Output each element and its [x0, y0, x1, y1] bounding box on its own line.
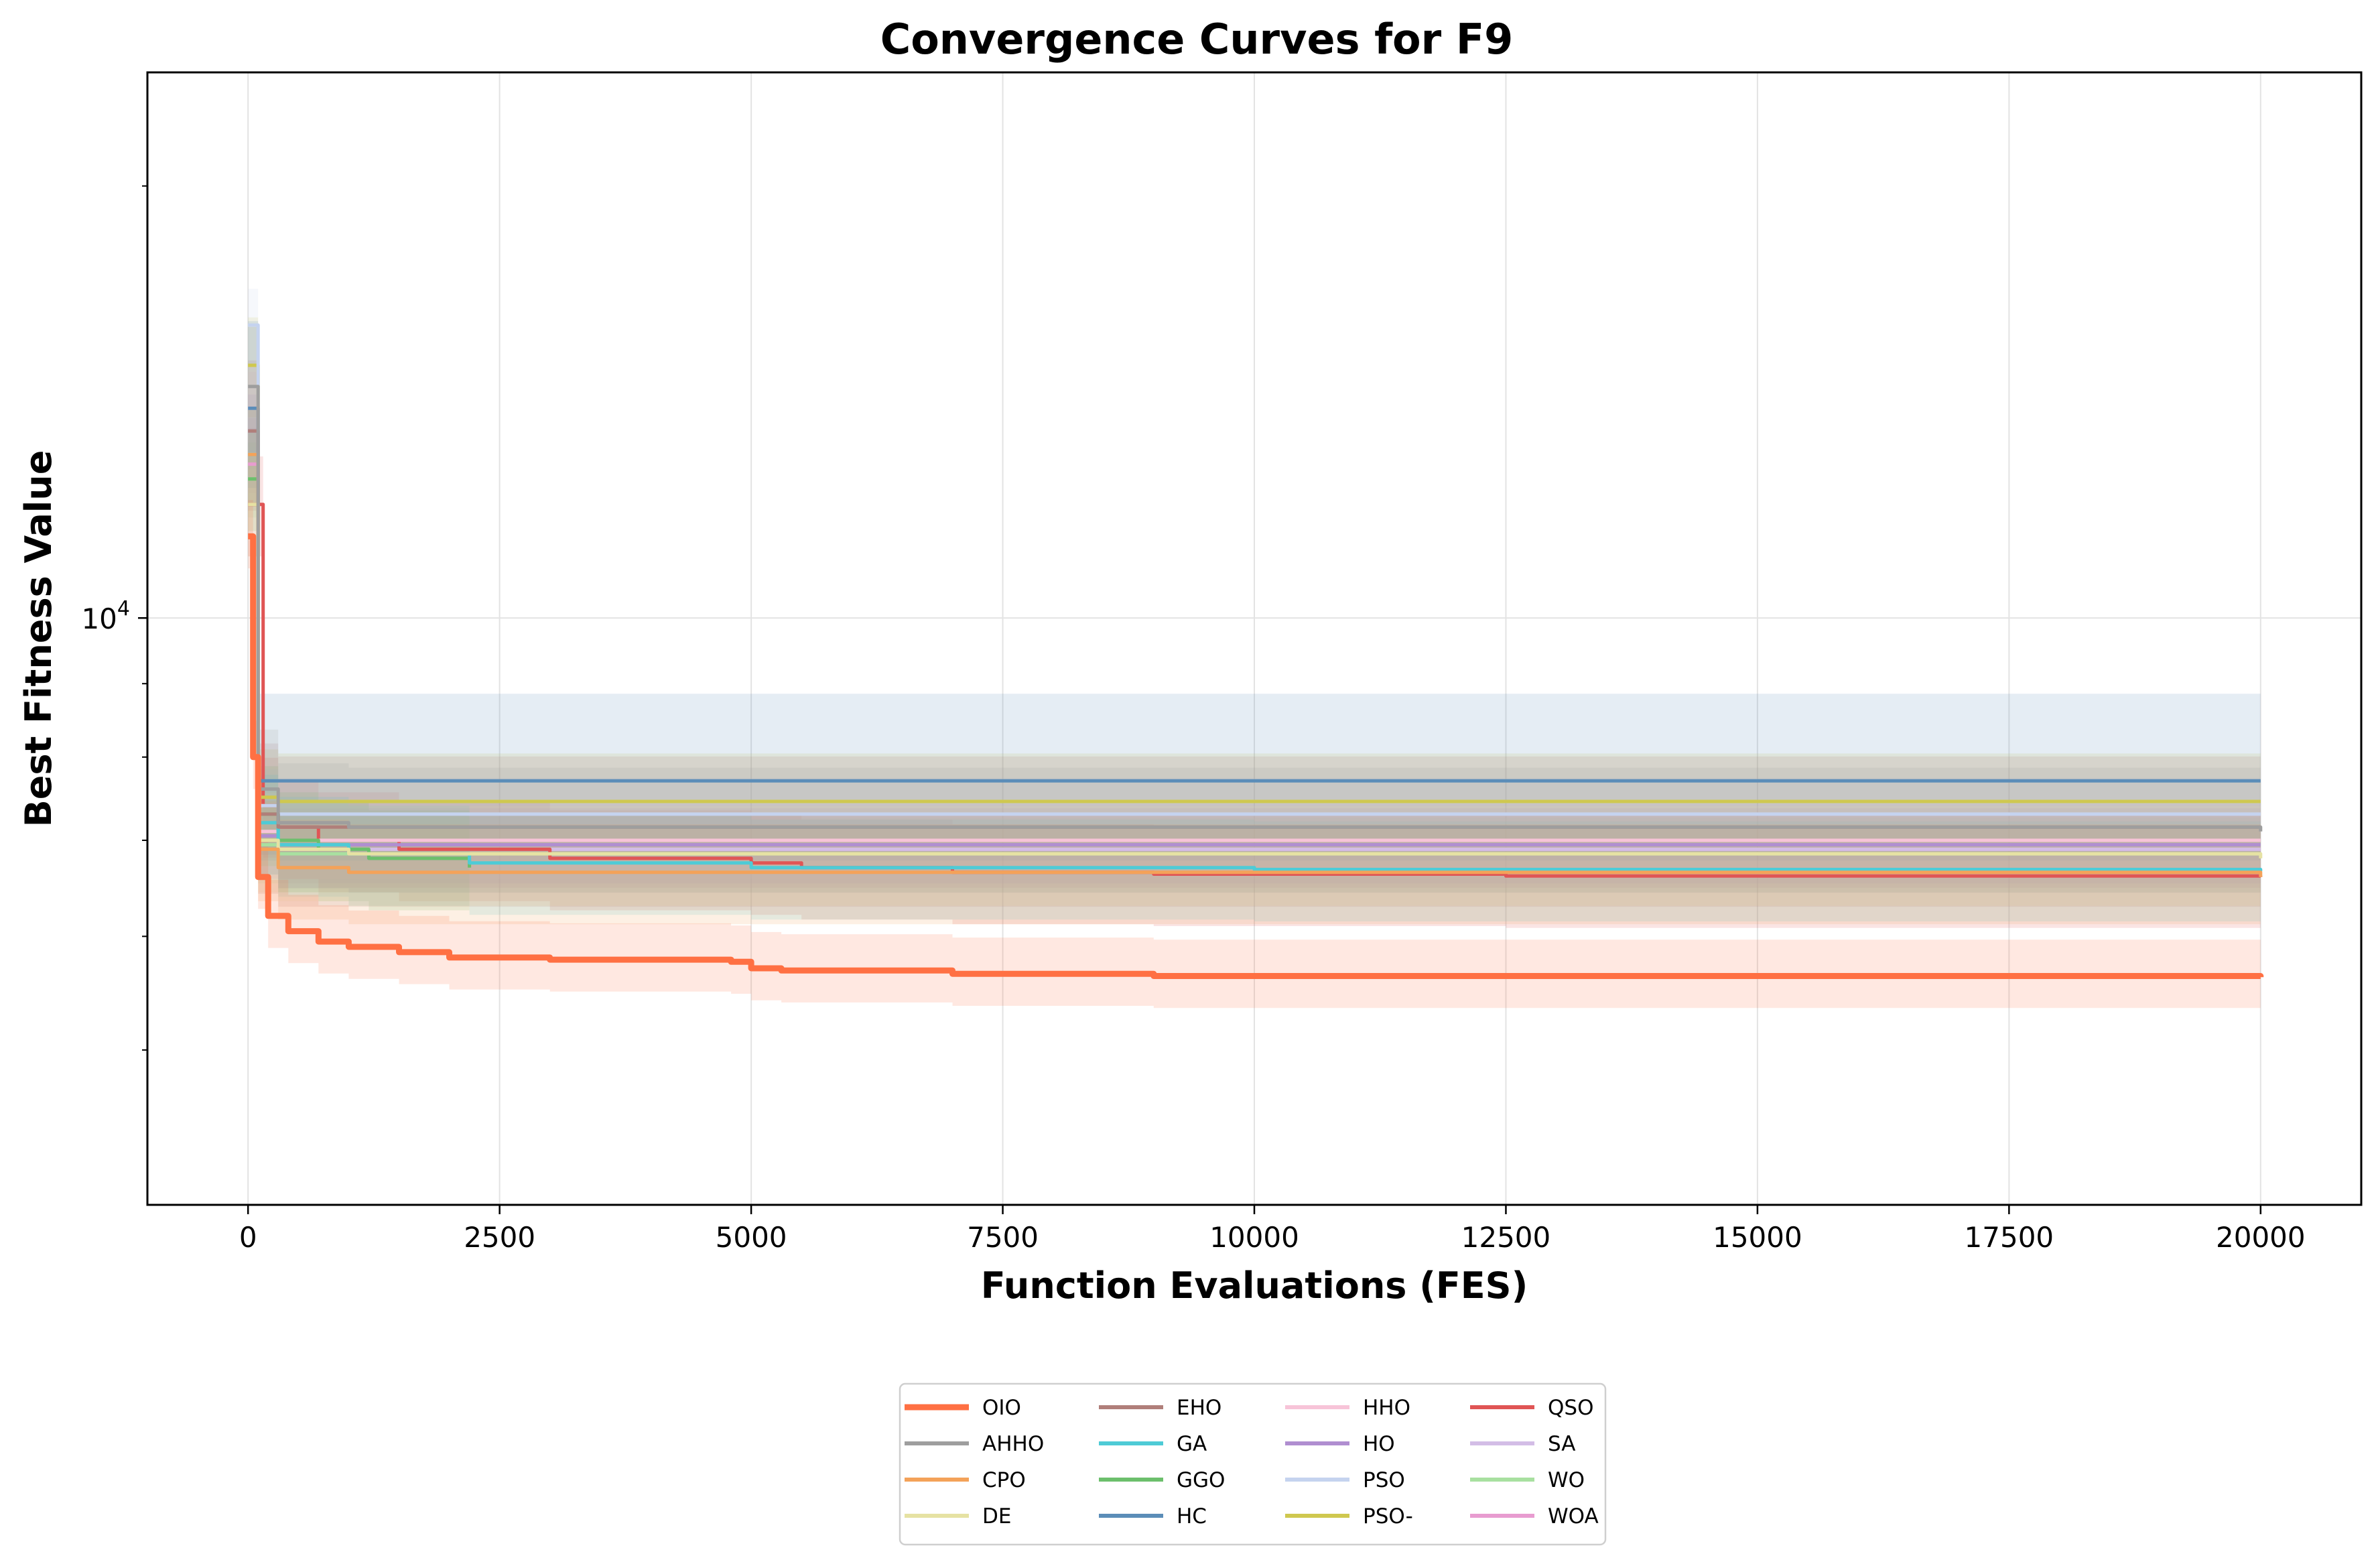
series-band [248, 456, 2261, 911]
legend-label: OIO [982, 1396, 1021, 1420]
series-band [248, 288, 2261, 853]
legend-label: SA [1548, 1432, 1575, 1456]
legend-label: PSO- [1363, 1504, 1413, 1529]
y-axis: 104 [81, 185, 147, 1051]
x-tick-label: 17500 [1965, 1221, 2054, 1254]
legend-label: HHO [1363, 1396, 1410, 1420]
legend-label: GGO [1177, 1468, 1225, 1492]
legend-label: AHHO [982, 1432, 1044, 1456]
legend-label: HC [1177, 1504, 1207, 1529]
legend-label: GA [1177, 1432, 1207, 1456]
x-tick-label: 10000 [1209, 1221, 1299, 1254]
legend-label: DE [982, 1504, 1011, 1529]
series-band [248, 360, 2261, 907]
series-band [248, 456, 2261, 929]
legend-label: PSO [1363, 1468, 1405, 1492]
x-tick-label: 0 [239, 1221, 257, 1254]
x-tick-label: 5000 [716, 1221, 787, 1254]
plot-area [147, 72, 2361, 1205]
x-tick-label: 7500 [967, 1221, 1039, 1254]
x-tick-label: 15000 [1713, 1221, 1802, 1254]
series-band [248, 442, 2261, 893]
x-tick-label: 20000 [2216, 1221, 2306, 1254]
series-line [248, 323, 2261, 816]
legend-label: EHO [1177, 1396, 1221, 1420]
y-tick-label: 104 [81, 597, 130, 635]
x-tick-label: 12500 [1461, 1221, 1551, 1254]
y-axis-label: Best Fitness Value [17, 450, 60, 828]
legend-box [899, 1382, 1607, 1546]
series-band [248, 321, 2261, 861]
x-tick-label: 2500 [464, 1221, 535, 1254]
x-axis-label: Function Evaluations (FES) [981, 1264, 1528, 1307]
legend-label: WOA [1548, 1504, 1599, 1529]
legend-label: CPO [982, 1468, 1026, 1492]
series-line [248, 385, 2263, 832]
legend-label: WO [1548, 1468, 1585, 1492]
legend: OIO AHHO CPO DE EHO GA GGO HC HHO HO PSO PSO- QSO SA W… [899, 1382, 1607, 1546]
legend-label: HO [1363, 1432, 1395, 1456]
x-axis: 0 2500 5000 7500 10000 12500 15000 17500 20000 [239, 1205, 2306, 1254]
legend-label: QSO [1548, 1396, 1593, 1420]
series-band [248, 394, 2261, 884]
chart-title: Convergence Curves for F9 [880, 15, 1514, 64]
series-band [248, 431, 470, 920]
series-line [248, 533, 2264, 979]
